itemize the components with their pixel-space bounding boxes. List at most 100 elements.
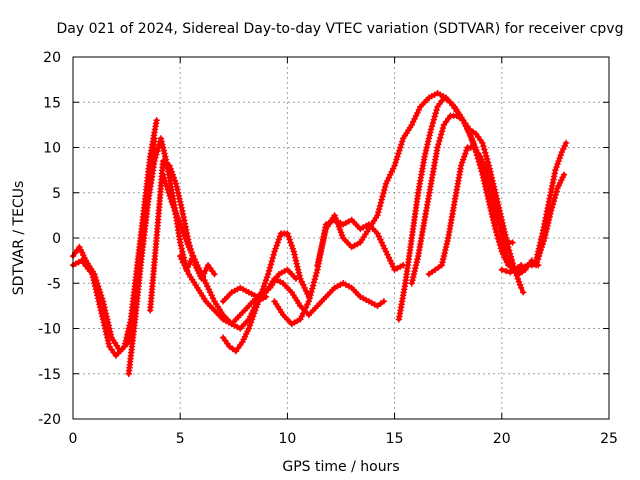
data-marker bbox=[435, 264, 442, 271]
data-marker bbox=[557, 151, 564, 159]
data-marker bbox=[397, 263, 404, 270]
data-marker bbox=[377, 199, 385, 206]
data-marker bbox=[273, 242, 280, 249]
data-marker bbox=[378, 196, 385, 203]
data-marker bbox=[362, 296, 370, 304]
y-tick-label: -15 bbox=[38, 367, 61, 383]
data-marker bbox=[246, 322, 254, 329]
data-marker bbox=[304, 301, 311, 308]
data-marker bbox=[171, 177, 179, 184]
data-marker bbox=[207, 289, 214, 296]
data-marker bbox=[445, 115, 452, 123]
data-marker bbox=[274, 239, 281, 246]
data-marker bbox=[166, 192, 173, 199]
data-marker bbox=[209, 304, 216, 312]
data-marker bbox=[161, 177, 169, 184]
data-marker bbox=[375, 205, 383, 213]
data-point bbox=[558, 148, 566, 156]
data-marker bbox=[281, 267, 288, 275]
data-marker bbox=[89, 274, 97, 281]
data-marker bbox=[420, 219, 428, 227]
data-marker bbox=[152, 120, 160, 127]
data-marker bbox=[461, 153, 468, 160]
data-marker bbox=[292, 257, 300, 264]
data-marker bbox=[75, 258, 82, 266]
data-marker bbox=[491, 222, 498, 230]
data-marker bbox=[306, 294, 313, 302]
data-marker bbox=[318, 243, 325, 251]
data-marker bbox=[175, 218, 183, 225]
data-marker bbox=[165, 189, 172, 196]
data-marker bbox=[296, 272, 303, 279]
data-marker bbox=[287, 239, 294, 246]
data-marker bbox=[295, 299, 302, 307]
data-marker bbox=[375, 209, 382, 216]
data-point bbox=[507, 269, 514, 276]
data-marker bbox=[521, 263, 528, 270]
data-marker bbox=[487, 179, 494, 187]
data-marker bbox=[560, 145, 567, 153]
data-marker bbox=[463, 147, 470, 154]
data-marker bbox=[260, 283, 268, 290]
data-point bbox=[427, 126, 435, 133]
data-marker bbox=[414, 109, 421, 117]
data-marker bbox=[406, 124, 414, 131]
data-marker bbox=[412, 112, 420, 120]
data-marker bbox=[177, 201, 185, 209]
data-marker bbox=[371, 301, 378, 308]
y-axis-title: SDTVAR / TECUs bbox=[11, 181, 27, 296]
data-marker bbox=[413, 258, 420, 266]
data-marker bbox=[177, 198, 184, 205]
data-marker bbox=[484, 192, 491, 199]
data-marker bbox=[159, 160, 166, 168]
data-marker bbox=[319, 237, 327, 245]
data-marker bbox=[265, 267, 273, 275]
data-point bbox=[408, 280, 415, 287]
data-marker bbox=[234, 286, 241, 293]
data-marker bbox=[278, 309, 285, 316]
data-marker bbox=[337, 281, 344, 288]
data-marker bbox=[467, 133, 474, 141]
data-marker bbox=[125, 325, 132, 332]
y-tick-label: -20 bbox=[38, 412, 61, 428]
data-marker bbox=[158, 138, 165, 145]
data-marker bbox=[385, 174, 393, 181]
data-marker bbox=[302, 304, 310, 311]
data-marker bbox=[170, 174, 177, 181]
data-marker bbox=[192, 258, 200, 266]
data-point bbox=[562, 139, 570, 147]
data-marker bbox=[387, 257, 394, 264]
data-marker bbox=[345, 218, 353, 225]
data-marker bbox=[270, 251, 277, 259]
data-marker bbox=[438, 97, 445, 104]
data-marker bbox=[91, 283, 99, 290]
data-marker bbox=[161, 150, 168, 157]
data-marker bbox=[502, 267, 510, 275]
data-marker bbox=[247, 300, 255, 307]
data-marker bbox=[456, 114, 464, 122]
data-marker bbox=[450, 112, 457, 120]
data-marker bbox=[415, 106, 423, 113]
data-marker bbox=[209, 295, 217, 302]
data-marker bbox=[537, 236, 545, 243]
data-marker bbox=[395, 150, 402, 157]
data-marker bbox=[409, 277, 416, 284]
data-marker bbox=[124, 328, 132, 335]
data-marker bbox=[92, 286, 100, 293]
data-point bbox=[479, 171, 486, 178]
data-marker bbox=[376, 202, 384, 210]
data-marker bbox=[553, 188, 560, 195]
data-marker bbox=[482, 149, 489, 156]
data-marker bbox=[312, 304, 319, 312]
data-point bbox=[252, 307, 259, 314]
data-marker bbox=[432, 110, 439, 117]
data-marker bbox=[482, 183, 489, 190]
data-marker bbox=[173, 183, 180, 190]
data-point bbox=[271, 248, 278, 255]
data-marker bbox=[164, 186, 172, 193]
data-marker bbox=[551, 194, 558, 202]
data-marker bbox=[533, 254, 541, 261]
data-marker bbox=[482, 164, 489, 171]
data-marker bbox=[490, 219, 498, 227]
